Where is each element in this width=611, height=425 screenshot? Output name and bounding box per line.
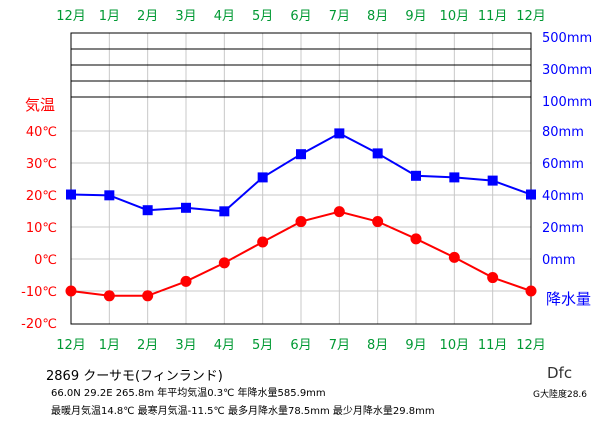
- left-axis-ticks: 40℃ 30℃ 20℃ 10℃ 0℃ -10℃ -20℃: [21, 125, 57, 332]
- precipitation-point: [487, 175, 498, 186]
- temperature-point: [372, 216, 384, 228]
- month-label-bottom: 12月: [516, 338, 546, 353]
- temperature-point: [257, 236, 269, 248]
- month-label-bottom: 1月: [99, 338, 120, 353]
- left-tick-label: 0℃: [34, 253, 57, 268]
- month-label-bottom: 8月: [367, 338, 388, 353]
- precipitation-point: [372, 148, 383, 159]
- month-label-top: 9月: [405, 9, 426, 24]
- temperature-point: [218, 257, 230, 269]
- temperature-point: [525, 285, 537, 297]
- temperature-point: [487, 272, 499, 284]
- precipitation-point: [142, 205, 153, 216]
- temperature-point: [103, 290, 115, 302]
- month-label-top: 11月: [478, 9, 508, 24]
- temperature-point: [410, 233, 422, 245]
- right-tick-label: 100mm: [542, 95, 592, 110]
- month-label-bottom: 6月: [290, 338, 311, 353]
- left-tick-label: 20℃: [26, 189, 57, 204]
- month-label-bottom: 5月: [252, 338, 273, 353]
- precipitation-point: [257, 172, 268, 183]
- left-tick-label: -10℃: [21, 285, 57, 300]
- month-label-top: 2月: [137, 9, 158, 24]
- month-label-top: 8月: [367, 9, 388, 24]
- left-tick-label: 10℃: [26, 221, 57, 236]
- month-label-bottom: 4月: [214, 338, 235, 353]
- precipitation-point: [449, 172, 460, 183]
- plot-frame: [70, 32, 532, 325]
- left-tick-label: 40℃: [26, 125, 57, 140]
- precipitation-point: [181, 202, 191, 213]
- series-layer: [65, 128, 537, 302]
- month-label-top: 6月: [290, 9, 311, 24]
- continentality-index: G大陸度28.6: [533, 390, 588, 400]
- right-tick-label: 0mm: [542, 253, 576, 268]
- month-label-top: 7月: [329, 9, 350, 24]
- month-label-bottom: 11月: [478, 338, 508, 353]
- month-label-bottom: 7月: [329, 338, 350, 353]
- precipitation-point: [296, 149, 306, 160]
- month-label-bottom: 2月: [137, 338, 158, 353]
- right-axis-ticks: 500mm 300mm 100mm 80mm 60mm 40mm 20mm 0mm: [542, 31, 592, 268]
- month-labels-top: 12月 1月 2月 3月 4月 5月 6月 7月 8月 9月 10月 11月 12月: [56, 9, 546, 24]
- station-stats-line2: 最暖月気温14.8℃ 最寒月気温-11.5℃ 最多月降水量78.5mm 最少月降…: [51, 406, 435, 417]
- right-tick-label: 60mm: [542, 157, 584, 172]
- temperature-point: [65, 285, 77, 297]
- right-tick-label: 300mm: [542, 63, 592, 78]
- temperature-point: [142, 290, 154, 302]
- climate-chart: 12月 1月 2月 3月 4月 5月 6月 7月 8月 9月 10月 11月 12月 12月 1月 2月 3月…: [21, 9, 592, 353]
- right-tick-label: 40mm: [542, 189, 584, 204]
- month-label-bottom: 3月: [175, 338, 196, 353]
- left-tick-label: 30℃: [26, 157, 57, 172]
- precipitation-point: [334, 128, 345, 139]
- month-label-bottom: 9月: [405, 338, 426, 353]
- temperature-point: [333, 206, 345, 218]
- month-label-bottom: 12月: [56, 338, 86, 353]
- precipitation-point: [526, 189, 536, 200]
- left-axis-label: 気温: [25, 96, 55, 114]
- right-axis-label: 降水量: [546, 290, 591, 308]
- temperature-point: [448, 251, 460, 263]
- month-label-top: 1月: [99, 9, 120, 24]
- precipitation-point: [104, 190, 115, 201]
- climate-code: Dfc: [547, 364, 573, 382]
- station-name: 2869 クーサモ(フィンランド): [46, 369, 223, 384]
- month-label-bottom: 10月: [440, 338, 470, 353]
- month-label-top: 4月: [214, 9, 235, 24]
- station-stats-line1: 66.0N 29.2E 265.8m 年平均気温0.3℃ 年降水量585.9mm: [51, 388, 326, 399]
- month-label-top: 5月: [252, 9, 273, 24]
- right-tick-label: 80mm: [542, 125, 584, 140]
- precipitation-point: [411, 170, 421, 181]
- temperature-point: [180, 275, 192, 287]
- temperature-point: [295, 216, 307, 228]
- month-labels-bottom: 12月 1月 2月 3月 4月 5月 6月 7月 8月 9月 10月 11月 12月: [56, 338, 546, 353]
- month-label-top: 12月: [56, 9, 86, 24]
- month-label-top: 12月: [516, 9, 546, 24]
- precipitation-point: [66, 189, 76, 200]
- left-tick-label: -20℃: [21, 317, 57, 332]
- precipitation-point: [219, 206, 230, 217]
- month-label-top: 10月: [440, 9, 470, 24]
- right-tick-label: 20mm: [542, 221, 584, 236]
- month-label-top: 3月: [175, 9, 196, 24]
- right-tick-label: 500mm: [542, 31, 592, 46]
